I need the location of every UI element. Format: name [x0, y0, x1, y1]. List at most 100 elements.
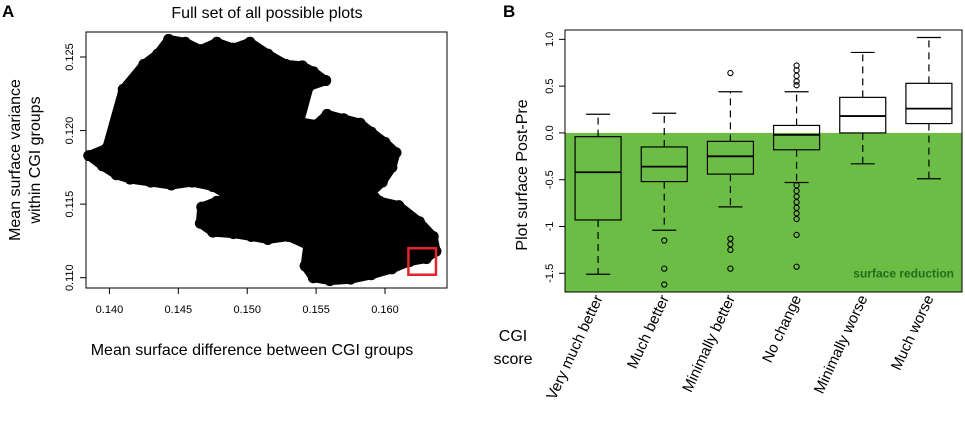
data-point — [307, 66, 319, 78]
data-point — [365, 126, 377, 138]
box-1 — [574, 113, 622, 275]
data-point — [124, 173, 136, 185]
y-tick-label: 0.120 — [64, 117, 76, 145]
iqr-box — [574, 136, 622, 221]
y-tick-label: -0.5 — [544, 170, 556, 189]
panel-b-category-labels: Very much better Much better Minimally bet… — [543, 293, 937, 403]
box-5 — [839, 51, 887, 165]
panel-a-y-label-line-2: within CGI groups — [27, 96, 44, 224]
panel-b-x-label-line-1: CGI — [499, 328, 527, 345]
data-point — [294, 116, 306, 128]
data-point — [354, 117, 366, 129]
data-point — [365, 186, 377, 198]
panel-a-letter: A — [2, 2, 14, 21]
outlier-point — [793, 263, 800, 270]
outlier-point — [661, 281, 668, 288]
data-point — [207, 226, 219, 238]
data-point — [320, 75, 332, 87]
x-tick-label: 0.150 — [233, 304, 261, 316]
y-tick-label: -1.5 — [544, 264, 556, 283]
data-point — [194, 44, 206, 56]
panel-a-x-label: Mean surface difference between CGI grou… — [91, 342, 414, 359]
y-tick-label: 0.5 — [544, 78, 556, 93]
data-point — [280, 58, 292, 70]
data-point — [390, 147, 402, 159]
outlier-point — [661, 237, 668, 244]
panel-a: A Full set of all possible plots 0.140 0.… — [2, 2, 448, 359]
box-4 — [772, 62, 821, 270]
data-point — [283, 231, 295, 243]
data-point — [227, 42, 239, 54]
outlier-point — [793, 231, 800, 239]
outlier-point — [661, 265, 668, 272]
data-point — [145, 176, 157, 188]
data-point — [307, 272, 319, 284]
data-point — [296, 60, 308, 72]
data-point — [165, 179, 177, 191]
data-point — [207, 180, 219, 192]
outlier-point — [793, 72, 800, 79]
data-point — [152, 48, 164, 60]
y-tick-label: 0.125 — [64, 43, 76, 71]
iqr-box — [772, 124, 821, 151]
y-tick-label: 0.110 — [64, 264, 76, 291]
data-point — [310, 119, 322, 131]
data-point — [420, 253, 432, 265]
category-label: Much worse — [888, 293, 938, 373]
x-tick-label: 0.140 — [96, 304, 124, 316]
panel-b-y-ticks: -1.5 -1 -0.5 0.0 0.5 1.0 — [544, 32, 565, 283]
y-tick-label: 0.115 — [64, 191, 76, 218]
data-point — [211, 36, 223, 48]
x-tick-label: 0.145 — [165, 304, 193, 316]
surface-reduction-label: surface reduction — [853, 266, 954, 280]
data-point — [225, 191, 237, 203]
x-tick-label: 0.155 — [302, 304, 330, 316]
data-point — [379, 136, 391, 148]
panel-a-frame — [85, 31, 448, 289]
data-point — [365, 269, 377, 281]
data-point — [196, 201, 208, 213]
data-point — [101, 142, 113, 154]
panel-a-title: Full set of all possible plots — [171, 5, 362, 22]
outlier-point — [793, 78, 800, 85]
data-point — [262, 233, 274, 245]
data-point — [179, 36, 191, 48]
data-point — [138, 58, 150, 70]
data-point — [373, 195, 385, 207]
y-tick-label: -1 — [544, 222, 556, 232]
data-point — [97, 160, 109, 172]
data-point — [186, 176, 198, 188]
data-point — [303, 80, 315, 92]
panel-a-y-ticks: 0.110 0.115 0.120 0.125 — [64, 43, 86, 291]
iqr-box — [640, 146, 688, 183]
point-cloud — [84, 34, 441, 286]
box-2 — [640, 112, 688, 288]
category-label: No change — [759, 293, 805, 366]
iqr-box — [706, 140, 755, 175]
surface-reduction-region — [565, 132, 962, 292]
panel-a-y-label-line-1: Mean surface variance — [7, 79, 24, 241]
outlier-point — [727, 265, 734, 272]
category-label: Minimally worse — [811, 293, 871, 397]
data-point — [244, 36, 256, 48]
box-6 — [905, 36, 953, 180]
data-point — [163, 33, 175, 45]
data-point — [404, 256, 416, 268]
highlight-box — [407, 247, 438, 277]
panel-a-x-ticks: 0.140 0.145 0.150 0.155 0.160 — [96, 288, 399, 316]
panel-b-frame — [564, 29, 963, 293]
data-point — [324, 275, 336, 287]
data-point — [227, 228, 239, 240]
data-point — [299, 260, 311, 272]
y-tick-label: 0.0 — [544, 125, 556, 140]
outlier-point — [727, 246, 734, 254]
panel-b: B surface reduction -1.5-1-0.50.00.51.0 … — [493, 2, 963, 403]
data-point — [393, 200, 405, 212]
data-point — [302, 239, 314, 251]
data-point — [376, 176, 388, 188]
category-label: Minimally better — [679, 293, 739, 395]
data-point — [245, 231, 257, 243]
x-tick-label: 0.160 — [371, 304, 399, 316]
data-point — [211, 195, 223, 207]
panel-b-x-label-line-2: score — [493, 351, 532, 368]
